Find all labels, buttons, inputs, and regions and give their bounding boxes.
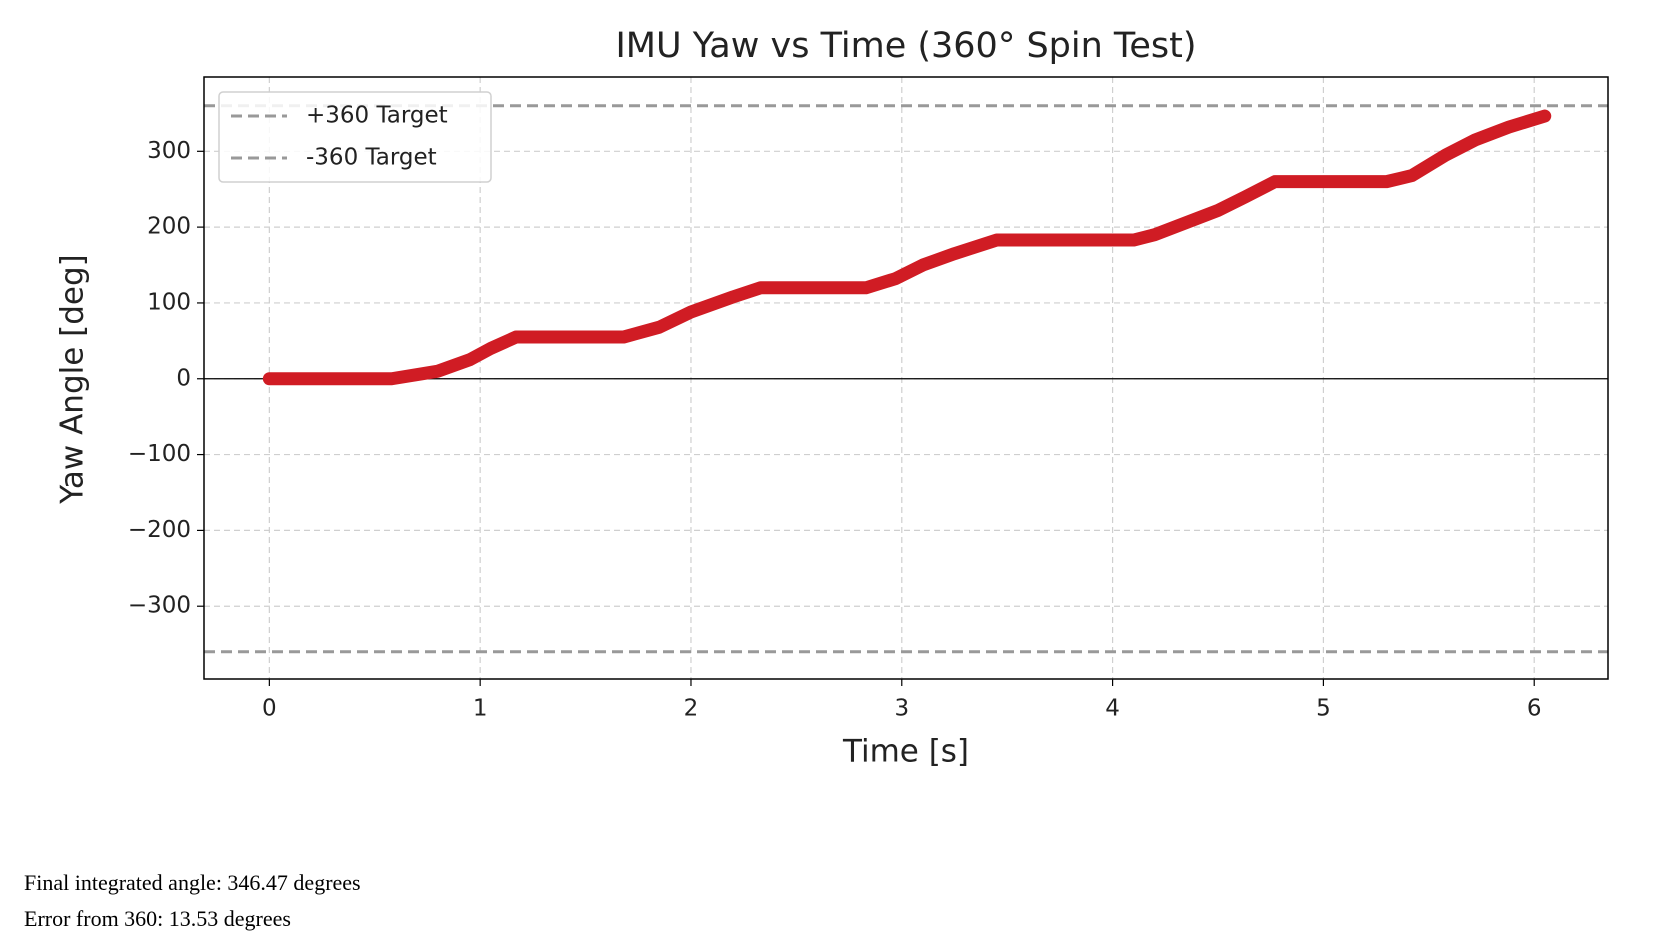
- note: Final integrated angle: 346.47 degrees: [24, 870, 361, 895]
- x-tick-label: 0: [262, 696, 277, 722]
- plot-frame: [203, 76, 1609, 680]
- y-tick-label: 0: [176, 365, 191, 391]
- y-tick-label: 300: [147, 138, 191, 164]
- data-line: [262, 109, 1552, 386]
- plot-area: [204, 77, 1608, 679]
- chart-title: IMU Yaw vs Time (360° Spin Test): [615, 26, 1196, 66]
- x-tick-label: 6: [1527, 696, 1542, 722]
- x-tick-label: 4: [1105, 696, 1120, 722]
- x-tick-label: 2: [684, 696, 699, 722]
- y-tick-label: −200: [128, 517, 191, 543]
- x-axis-label: Time [s]: [842, 734, 969, 770]
- y-tick-label: −300: [128, 593, 191, 619]
- y-tick-label: −100: [128, 441, 191, 467]
- y-tick-label: 100: [147, 289, 191, 315]
- legend-label: +360 Target: [306, 103, 448, 129]
- x-tick-label: 3: [894, 696, 909, 722]
- x-tick-label: 5: [1316, 696, 1331, 722]
- legend-label: -360 Target: [306, 145, 437, 171]
- y-tick-label: 200: [147, 214, 191, 240]
- y-axis-label: Yaw Angle [deg]: [55, 254, 91, 505]
- x-tick-label: 1: [473, 696, 488, 722]
- note: Error from 360: 13.53 degrees: [24, 906, 291, 931]
